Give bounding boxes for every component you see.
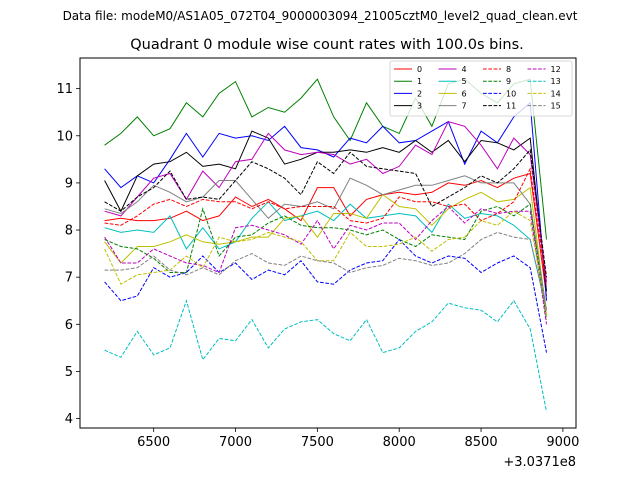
legend-label-10: 10 [506, 89, 516, 98]
legend-label-3: 3 [417, 102, 422, 111]
legend-label-14: 14 [551, 89, 561, 98]
x-tick-label: 6500 [137, 435, 170, 450]
legend-label-2: 2 [417, 89, 422, 98]
plot-frame [79, 57, 577, 429]
x-tick-label: 7500 [301, 435, 334, 450]
x-tick-label: 8500 [465, 435, 498, 450]
legend-label-11: 11 [506, 102, 516, 111]
y-axis: 4 5 6 7 8 9 10 11 [56, 82, 80, 427]
legend-label-4: 4 [462, 65, 467, 74]
legend-label-6: 6 [462, 89, 467, 98]
y-tick-label: 9 [65, 176, 73, 191]
y-tick-label: 11 [56, 82, 73, 97]
legend-label-13: 13 [551, 77, 561, 86]
legend-label-12: 12 [551, 65, 561, 74]
legend-label-7: 7 [462, 102, 467, 111]
chart-suptitle: Data file: modeM0/AS1A05_072T04_90000030… [63, 9, 578, 23]
y-tick-label: 5 [65, 365, 73, 380]
x-axis-offset-label: +3.0371e8 [503, 455, 576, 470]
y-tick-label: 8 [65, 224, 73, 239]
y-tick-label: 6 [65, 318, 73, 333]
y-tick-label: 10 [56, 129, 73, 144]
series-line-13 [104, 299, 547, 412]
legend-label-5: 5 [462, 77, 467, 86]
plot-area [80, 58, 576, 428]
legend-label-8: 8 [506, 65, 511, 74]
series-line-0 [104, 172, 547, 297]
legend-label-0: 0 [417, 65, 422, 74]
series-line-3 [104, 130, 547, 292]
series-line-12 [104, 205, 547, 325]
series-line-14 [104, 210, 547, 315]
x-axis: 6500 7000 7500 8000 8500 9000 [137, 428, 579, 450]
legend-label-15: 15 [551, 102, 561, 111]
series-layer [104, 78, 547, 412]
x-tick-label: 9000 [546, 435, 579, 450]
x-tick-label: 8000 [383, 435, 416, 450]
series-line-8 [104, 167, 547, 287]
y-tick-label: 7 [65, 271, 73, 286]
series-line-10 [104, 238, 547, 353]
x-tick-label: 7000 [219, 435, 252, 450]
series-line-6 [104, 186, 547, 315]
series-line-15 [104, 231, 547, 311]
legend-frame [389, 60, 573, 117]
legend-label-1: 1 [417, 77, 422, 86]
series-line-11 [104, 148, 547, 278]
chart-title: Quadrant 0 module wise count rates with … [130, 37, 524, 53]
y-tick-label: 4 [65, 412, 73, 427]
legend-label-9: 9 [506, 77, 511, 86]
series-line-7 [104, 175, 547, 311]
series-line-4 [104, 121, 547, 282]
